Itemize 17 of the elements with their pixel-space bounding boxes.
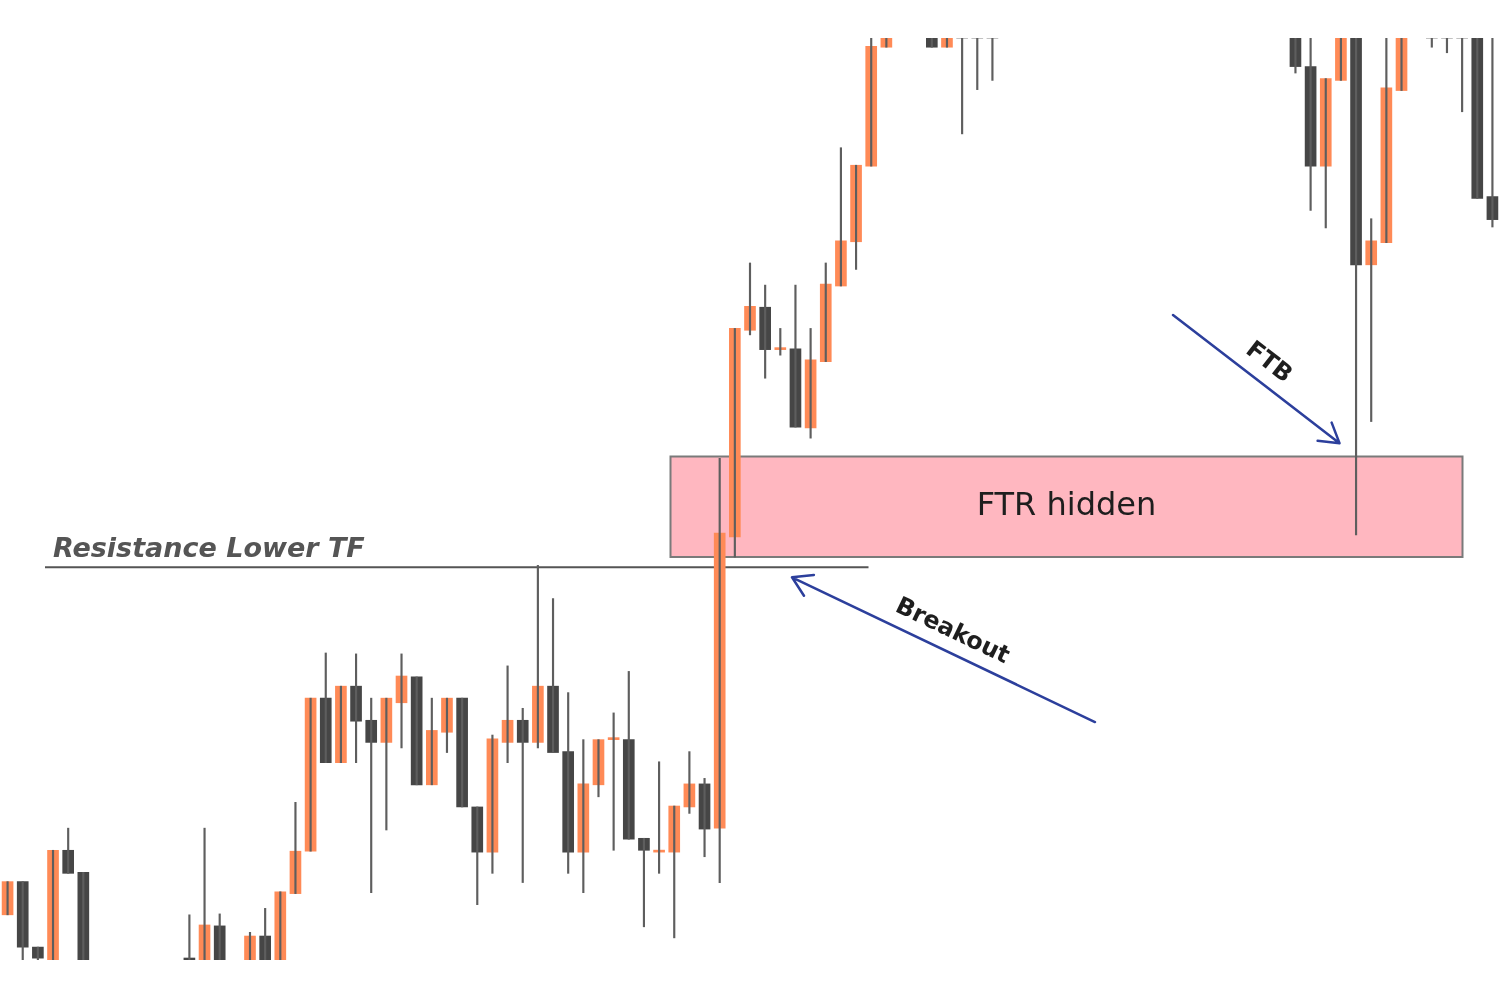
candlestick bbox=[304, 697, 317, 852]
candlestick bbox=[47, 849, 59, 960]
candlestick bbox=[274, 891, 287, 960]
candlestick bbox=[77, 872, 90, 960]
candlestick bbox=[1395, 38, 1408, 91]
candlestick bbox=[941, 38, 953, 48]
candlestick bbox=[925, 38, 938, 48]
band-label: FTR hidden bbox=[976, 485, 1157, 524]
ref-line-label: Resistance Lower TF bbox=[53, 532, 366, 564]
candlestick bbox=[1471, 38, 1484, 199]
candlestick bbox=[774, 328, 787, 356]
candlestick bbox=[1335, 38, 1347, 81]
candlestick bbox=[1, 881, 14, 916]
candlestick bbox=[456, 697, 468, 808]
candlestick bbox=[335, 685, 347, 764]
candlestick bbox=[880, 38, 893, 48]
candlestick bbox=[410, 676, 423, 786]
